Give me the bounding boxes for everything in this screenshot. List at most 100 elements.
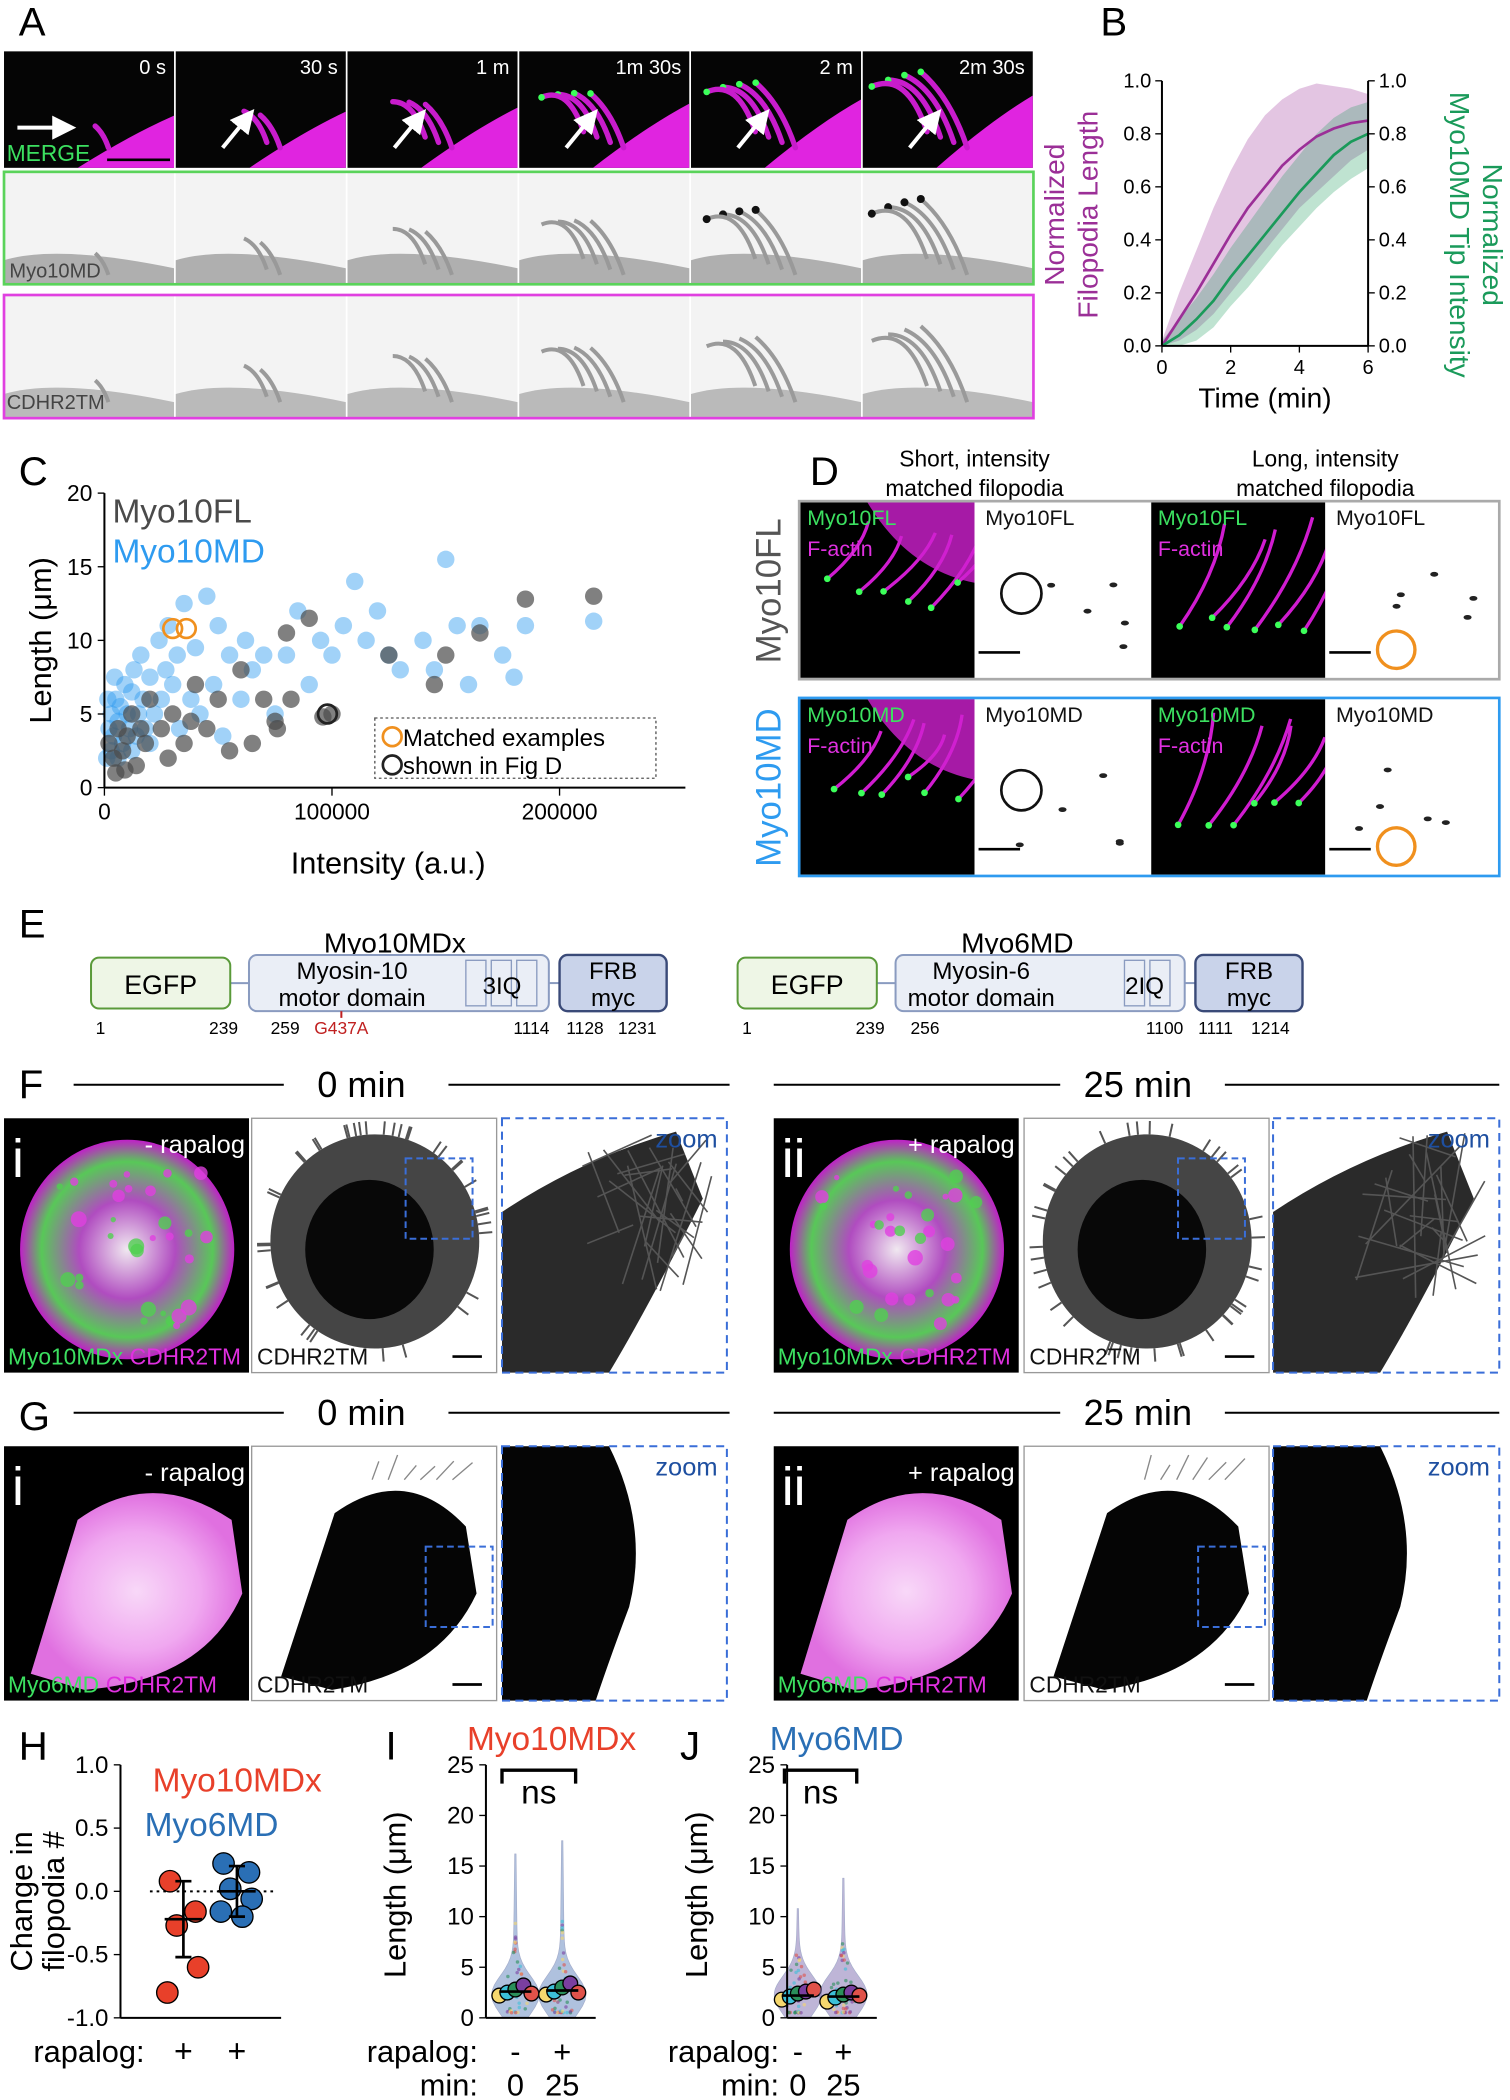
- filopodium: [371, 1461, 380, 1480]
- filopodium: [738, 209, 784, 271]
- zoom-label: zoom: [1428, 1454, 1490, 1482]
- point: [437, 646, 455, 664]
- panel-label: J: [680, 1723, 700, 1768]
- point: [186, 675, 205, 694]
- cell: [789, 1139, 1004, 1360]
- position-label: 256: [911, 1018, 940, 1038]
- filopodium: [656, 1147, 674, 1264]
- dot: [562, 1963, 566, 1967]
- point: [282, 690, 300, 708]
- channel-label: F-actin: [1158, 537, 1223, 561]
- legend-box: [374, 717, 657, 779]
- y-axis-label: Length (μm): [378, 1811, 413, 1978]
- dot: [560, 1923, 564, 1928]
- filopodium: [387, 1454, 399, 1480]
- filopodium: [1098, 1130, 1107, 1144]
- tip: [570, 89, 578, 97]
- filopodium: [648, 1147, 697, 1228]
- tip: [1392, 603, 1401, 609]
- dot: [794, 1953, 799, 1957]
- channel-label: CDHR2TM: [1029, 1344, 1140, 1370]
- point: [132, 720, 150, 738]
- dot: [792, 1981, 796, 1985]
- iq-box: [465, 959, 487, 1007]
- y-tick-label: 0.2: [1123, 283, 1151, 305]
- point: [141, 690, 159, 708]
- channel-label: CDHR2TM: [130, 1344, 241, 1370]
- filopodium: [1176, 712, 1216, 826]
- zoom-box: [1197, 1545, 1267, 1628]
- point: [209, 1900, 233, 1923]
- position-label: 239: [856, 1018, 885, 1038]
- filopodium: [1399, 1244, 1477, 1285]
- speckle: [200, 1230, 213, 1244]
- filopodium: [1043, 1182, 1057, 1191]
- legend-label: Myo10FL: [112, 494, 251, 531]
- zoom-label: zoom: [1428, 1126, 1490, 1154]
- filopodium: [1248, 1265, 1263, 1271]
- point: [145, 705, 164, 723]
- point: [209, 690, 227, 708]
- filopodium: [682, 1175, 713, 1285]
- filopodium: [343, 1124, 349, 1139]
- speckle: [145, 1185, 156, 1197]
- y-axis-label: Filopodia Length: [1073, 111, 1104, 319]
- tip: [1115, 840, 1124, 846]
- point: [186, 639, 205, 657]
- filopodium: [1225, 529, 1277, 629]
- cell-edge: [519, 253, 690, 285]
- domain-label: myc: [591, 985, 635, 1012]
- tip: [1208, 614, 1216, 622]
- replicate-mean: [523, 1985, 540, 2002]
- cell-edge: [867, 502, 975, 583]
- filopodium: [752, 80, 799, 151]
- filopodium: [243, 236, 269, 271]
- dot: [560, 1936, 565, 1940]
- x-tick-label: 0: [789, 2067, 806, 2100]
- filopodium: [722, 339, 771, 393]
- filopodium: [258, 368, 283, 403]
- point: [159, 749, 177, 767]
- y2-tick-label: 0.4: [1379, 230, 1407, 252]
- tip: [1430, 571, 1439, 577]
- filopodium: [582, 1134, 652, 1167]
- speckle: [184, 1229, 193, 1238]
- speckle: [124, 1184, 133, 1193]
- example-circle: [1375, 629, 1417, 671]
- speckle: [75, 1273, 84, 1282]
- subpanel-label: ii: [782, 1458, 806, 1517]
- position-label: 1231: [618, 1018, 657, 1038]
- filopodium: [1126, 1122, 1131, 1137]
- speckle: [123, 1171, 131, 1178]
- filopodium: [404, 1126, 411, 1140]
- x-axis-label: Time (min): [1198, 382, 1331, 413]
- filopodium: [903, 200, 956, 271]
- point: [437, 550, 455, 569]
- tip: [587, 90, 594, 97]
- dot: [513, 1935, 518, 1939]
- speckle: [948, 1188, 963, 1203]
- point: [132, 646, 150, 664]
- point: [186, 1955, 210, 1979]
- dot: [802, 2002, 807, 2007]
- filopodium: [309, 1330, 319, 1343]
- x-axis-label: Intensity (a.u.): [291, 845, 486, 880]
- zoom-border: [500, 1117, 728, 1374]
- iq-box: [1149, 959, 1171, 1007]
- filopodium: [451, 1159, 463, 1170]
- filopodium: [294, 1151, 306, 1163]
- filopodium: [1420, 1135, 1429, 1237]
- y-tick-label: 0: [762, 2005, 775, 2032]
- dot: [789, 1968, 793, 1972]
- speckle: [109, 1179, 118, 1188]
- construct-title: Myo10MDx: [324, 927, 466, 958]
- filopodium: [1062, 1156, 1074, 1168]
- point: [204, 675, 223, 694]
- tip: [1271, 799, 1278, 806]
- filopodium: [624, 1168, 673, 1176]
- x-tick-label: 0: [1156, 357, 1167, 379]
- filopodium: [587, 1151, 620, 1234]
- time-label: 25 min: [1084, 1392, 1192, 1433]
- speckle: [70, 1177, 79, 1186]
- point: [232, 661, 250, 679]
